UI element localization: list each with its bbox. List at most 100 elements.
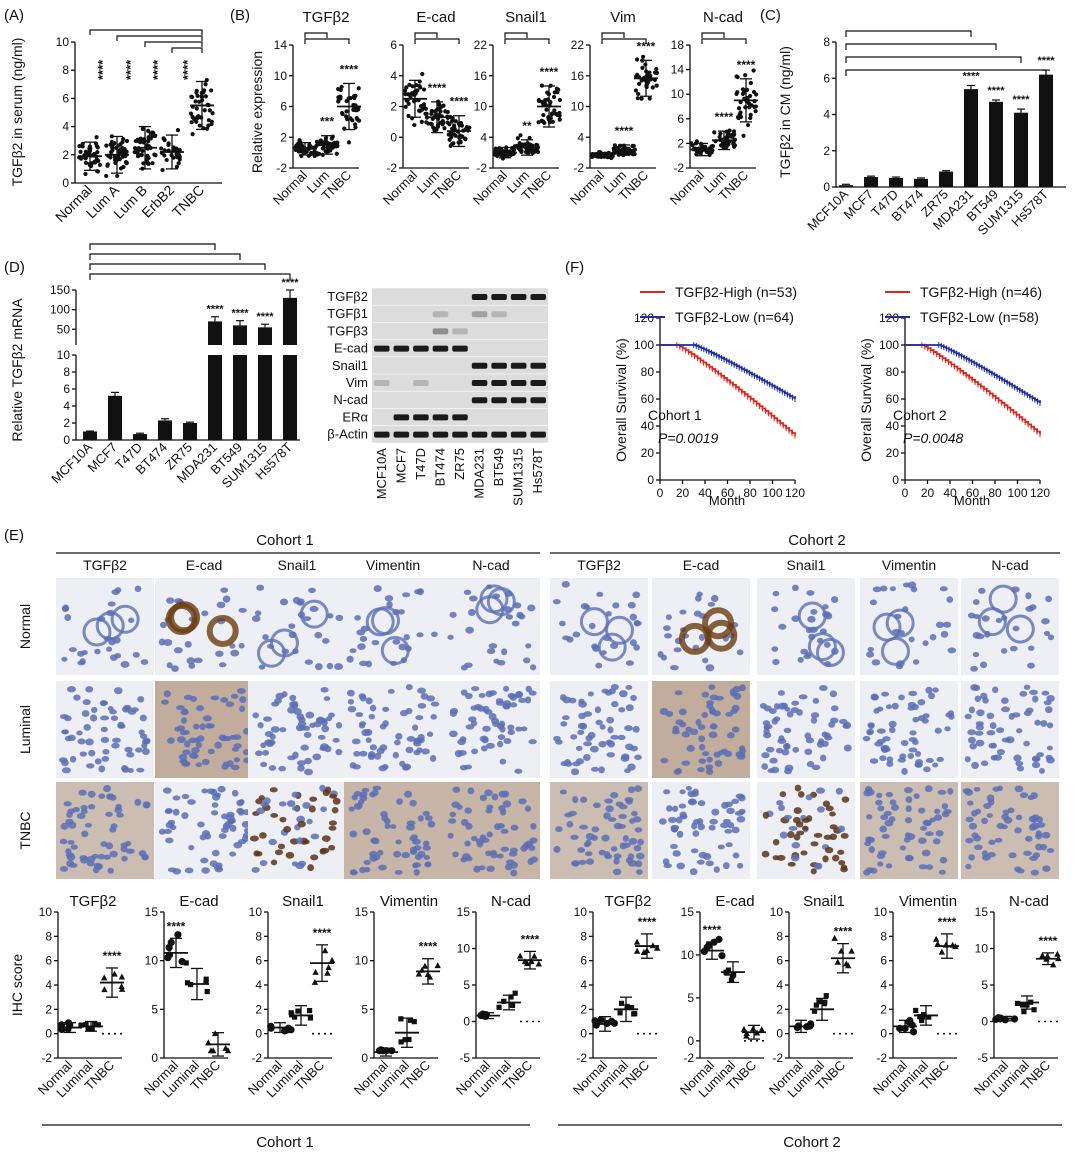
panel-e-group-point	[834, 958, 841, 965]
ihc-nucleus	[481, 736, 489, 744]
panel-b-group-point	[552, 108, 557, 113]
ihc-nucleus	[1023, 850, 1032, 856]
ihc-nucleus	[110, 823, 118, 830]
ihc-nucleus	[64, 614, 72, 621]
ihc-nucleus	[935, 830, 944, 837]
ihc-nucleus	[586, 858, 595, 865]
panel-a-significance: ****	[123, 59, 138, 80]
ihc-nucleus	[938, 869, 946, 875]
ihc-tile	[550, 578, 648, 675]
ihc-nucleus	[829, 811, 836, 817]
panel-b-significance: ****	[737, 58, 756, 72]
ihc-nucleus	[702, 657, 709, 664]
panel-e-group-point	[407, 1017, 414, 1023]
ihc-nucleus	[184, 740, 191, 748]
ihc-tile	[757, 782, 855, 879]
ihc-nucleus	[80, 809, 88, 814]
ihc-nucleus	[885, 704, 893, 710]
ihc-nucleus	[394, 739, 401, 746]
ihc-nucleus	[681, 760, 691, 766]
ihc-nucleus	[126, 751, 135, 758]
panel-e-group-point	[909, 1028, 918, 1036]
ihc-nucleus	[987, 798, 995, 806]
panel-e-group-point	[92, 1021, 98, 1027]
blot-band	[452, 328, 468, 335]
panel-d-bar-lower	[258, 355, 272, 440]
ihc-duct	[1005, 614, 1035, 644]
ihc-nucleus	[610, 684, 619, 690]
ihc-nucleus	[80, 804, 88, 811]
ihc-nucleus	[592, 802, 601, 809]
panel-a-group-point	[105, 163, 110, 168]
ihc-nucleus	[832, 854, 840, 862]
ihc-nucleus	[804, 748, 813, 756]
ihc-nucleus	[824, 846, 834, 854]
panel-c-bracket	[845, 69, 1047, 76]
panel-e-significance: ****	[938, 915, 957, 929]
ihc-nucleus	[685, 785, 692, 791]
ihc-nucleus	[941, 811, 950, 818]
panel-e-group-point	[174, 931, 182, 939]
ihc-nucleus	[263, 716, 272, 722]
panel-e-group-point	[934, 940, 941, 947]
ihc-nucleus	[697, 767, 705, 773]
panel-b-group-point	[309, 150, 314, 156]
panel-b-significance: ****	[340, 62, 359, 76]
ihc-nucleus	[233, 757, 240, 763]
ihc-nucleus	[365, 737, 372, 743]
ihc-nucleus	[783, 727, 792, 734]
ihc-nucleus	[255, 750, 263, 757]
ihc-nucleus	[488, 643, 498, 649]
ihc-duct	[299, 599, 329, 629]
ihc-tile-background	[248, 578, 346, 675]
panel-a-group-point	[202, 108, 207, 113]
ihc-nucleus	[711, 808, 720, 816]
panel-e-0-y-tick-label: 6	[45, 954, 52, 968]
ihc-marker-label: E-cad	[683, 557, 720, 573]
ihc-nucleus	[177, 736, 186, 744]
panel-b-group-point	[631, 143, 636, 149]
ihc-nucleus	[934, 814, 943, 821]
ihc-nucleus	[779, 791, 787, 798]
ihc-nucleus	[578, 700, 588, 708]
panel-b-group-point	[539, 83, 545, 88]
panel-e-group-point	[325, 964, 332, 971]
ihc-nucleus	[397, 609, 405, 615]
ihc-nucleus	[218, 833, 227, 839]
panel-e-group-point	[402, 1037, 408, 1043]
ihc-nucleus	[975, 721, 984, 727]
panel-f-y-tick-label: 20	[886, 446, 900, 460]
panel-a-group-point	[104, 143, 109, 148]
ihc-nucleus	[673, 768, 682, 775]
panel-a-group-point	[124, 138, 130, 144]
ihc-nucleus	[871, 694, 879, 701]
ihc-nucleus	[306, 818, 313, 825]
panel-a-group-point	[210, 111, 215, 116]
blot-band	[471, 311, 488, 318]
ihc-nucleus	[322, 789, 330, 797]
ihc-nucleus	[899, 845, 907, 851]
ihc-nucleus	[635, 869, 643, 875]
panel-f-legend-high: TGFβ2-High (n=53)	[675, 284, 797, 300]
panel-c-bar	[864, 177, 878, 187]
ihc-nucleus	[403, 634, 410, 641]
ihc-nucleus	[970, 665, 979, 672]
ihc-tile	[155, 578, 253, 675]
ihc-nucleus	[877, 805, 885, 812]
panel-e-group-point	[633, 938, 641, 945]
panel-e-group-point	[845, 962, 852, 969]
panel-f-x-tick-label: 0	[902, 486, 909, 500]
ihc-nucleus	[249, 835, 259, 842]
ihc-nucleus	[290, 700, 299, 708]
ihc-nucleus	[803, 654, 812, 660]
panel-e-group-point	[926, 1014, 932, 1020]
ihc-nucleus	[810, 712, 820, 719]
panel-f-x-tick-label: 80	[743, 486, 757, 500]
panel-a-group-point	[121, 164, 126, 170]
ihc-nucleus	[713, 751, 722, 758]
ihc-tile-background	[56, 578, 154, 675]
ihc-nucleus	[710, 722, 717, 730]
ihc-nucleus	[216, 601, 226, 609]
panel-b-bracket	[304, 38, 350, 44]
ihc-nucleus	[604, 798, 614, 804]
